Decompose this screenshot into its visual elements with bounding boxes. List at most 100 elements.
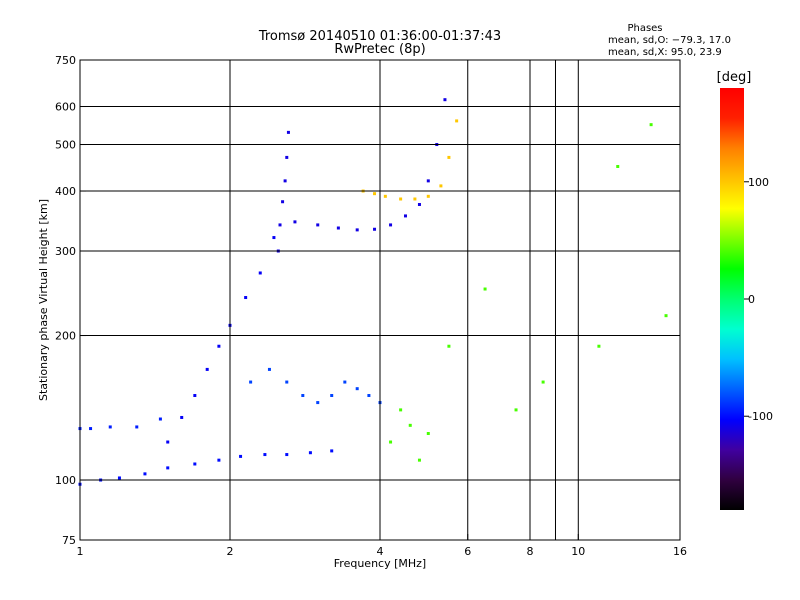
data-point — [272, 236, 276, 240]
colorbar-tick-label: 100 — [748, 176, 769, 189]
data-point — [286, 130, 290, 134]
colorbar-label: [deg] — [717, 70, 752, 85]
data-point — [483, 287, 487, 291]
y-tick-label: 100 — [55, 474, 76, 487]
data-point — [108, 425, 112, 429]
y-tick-label: 300 — [55, 245, 76, 258]
data-point — [330, 394, 334, 398]
data-point — [281, 200, 285, 204]
y-tick-label: 500 — [55, 139, 76, 152]
y-tick-label: 75 — [62, 534, 76, 547]
data-point — [514, 408, 518, 412]
data-point — [205, 367, 209, 371]
x-tick-label: 6 — [464, 545, 471, 558]
data-point — [166, 440, 170, 444]
data-point — [426, 179, 430, 183]
data-point — [447, 155, 451, 159]
data-point — [117, 476, 121, 480]
data-point — [263, 453, 267, 457]
data-point — [413, 197, 417, 201]
data-point — [244, 296, 248, 300]
x-tick-label: 4 — [377, 545, 384, 558]
data-point — [443, 98, 447, 102]
data-point — [285, 155, 289, 159]
y-tick-label: 200 — [55, 330, 76, 343]
data-point — [417, 202, 421, 206]
data-point — [278, 223, 282, 227]
x-tick-label: 2 — [227, 545, 234, 558]
data-point — [408, 423, 412, 427]
data-point — [316, 401, 320, 405]
data-point — [383, 194, 387, 198]
data-point — [267, 367, 271, 371]
data-point — [417, 458, 421, 462]
data-point — [439, 184, 443, 188]
stats-o-line: mean, sd,O: −79.3, 17.0 — [608, 35, 731, 46]
y-tick-label: 400 — [55, 185, 76, 198]
data-point — [336, 226, 340, 230]
data-point — [367, 394, 371, 398]
chart-title-line2: RwPretec (8p) — [334, 42, 425, 57]
data-point — [597, 344, 601, 348]
data-point — [301, 394, 305, 398]
data-point — [293, 220, 297, 224]
data-point — [616, 164, 620, 168]
data-point — [399, 197, 403, 201]
colorbar-tick-label: -100 — [748, 410, 773, 423]
y-axis-label: Stationary phase Virtual Height [km] — [37, 199, 50, 401]
data-point — [135, 425, 139, 429]
data-point — [426, 432, 430, 436]
data-point — [355, 387, 359, 391]
colorbar-bar — [720, 88, 744, 510]
data-point — [373, 192, 377, 196]
data-point — [193, 394, 197, 398]
colorbar: [deg] 100 0 -100 — [717, 70, 773, 510]
data-point — [373, 227, 377, 231]
data-point — [330, 449, 334, 453]
data-point — [258, 271, 262, 275]
data-point — [283, 179, 287, 183]
data-point — [389, 440, 393, 444]
x-axis-ticks: 1 2 4 6 8 10 16 — [77, 534, 687, 558]
x-tick-label: 16 — [673, 545, 687, 558]
data-point — [143, 472, 147, 476]
y-tick-label: 750 — [55, 54, 76, 67]
x-tick-label: 8 — [527, 545, 534, 558]
data-point — [455, 119, 459, 123]
data-point — [249, 380, 253, 384]
data-point — [217, 344, 221, 348]
data-point — [89, 427, 93, 431]
data-point — [166, 466, 170, 470]
data-point — [180, 415, 184, 419]
data-point — [217, 458, 221, 462]
data-point — [664, 314, 668, 318]
chart-title-line1: Tromsø 20140510 01:36:00-01:37:43 — [258, 29, 501, 44]
data-point — [158, 417, 162, 421]
data-point — [308, 451, 312, 455]
y-axis-ticks: 75 100 200 300 400 500 600 750 — [55, 54, 86, 547]
data-point — [285, 380, 289, 384]
data-point — [447, 344, 451, 348]
x-axis-label: Frequency [MHz] — [334, 557, 426, 570]
x-tick-label: 10 — [571, 545, 585, 558]
data-point — [239, 454, 243, 458]
data-point — [285, 453, 289, 457]
data-point — [649, 123, 653, 127]
colorbar-tick-label: 0 — [748, 293, 755, 306]
colorbar-ticks: 100 0 -100 — [744, 176, 773, 423]
data-point — [355, 228, 359, 232]
data-point — [193, 462, 197, 466]
data-point — [541, 380, 545, 384]
data-point — [316, 223, 320, 227]
stats-x-line: mean, sd,X: 95.0, 23.9 — [608, 47, 722, 58]
plot-area — [78, 59, 681, 541]
grid-lines — [80, 60, 680, 540]
stats-title: Phases — [627, 23, 662, 34]
x-tick-label: 1 — [77, 545, 84, 558]
y-tick-label: 600 — [55, 101, 76, 114]
data-point — [403, 214, 407, 218]
data-point — [426, 194, 430, 198]
data-point — [389, 223, 393, 227]
data-point — [399, 408, 403, 412]
